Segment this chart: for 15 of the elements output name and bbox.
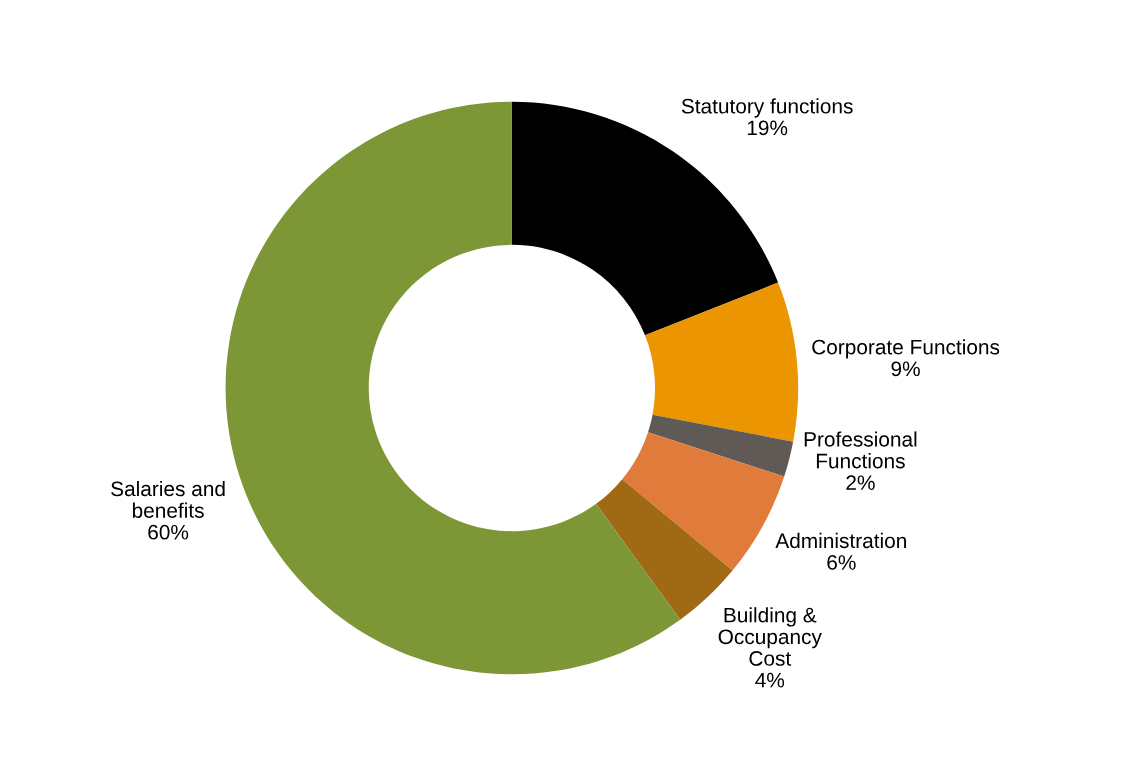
data-label: 2% — [846, 475, 875, 490]
data-label: 4% — [755, 672, 785, 688]
slice-label: Corporate Functions — [812, 339, 1000, 359]
data-label: 6% — [827, 555, 856, 570]
data-label: 9% — [891, 361, 920, 377]
donut-slice — [225, 101, 681, 675]
slice-label: Professional Functions — [804, 431, 917, 469]
data-label: 60% — [148, 524, 189, 540]
data-label: 19% — [747, 120, 788, 136]
slice-label: Statutory functions — [681, 98, 853, 118]
donut-slice — [648, 414, 794, 477]
donut-slice — [644, 282, 799, 442]
slice-label: Building & Occupancy Cost — [718, 607, 822, 666]
slice-label: Salaries and benefits — [111, 480, 225, 518]
slice-label: Administration — [775, 532, 906, 549]
